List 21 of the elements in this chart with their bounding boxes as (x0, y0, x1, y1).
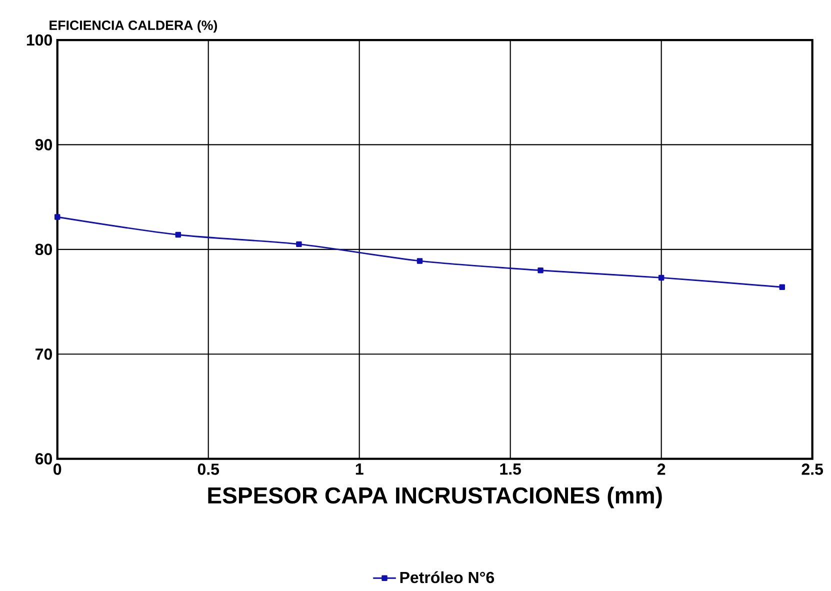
x-tick-label: 1.5 (500, 464, 522, 475)
point (296, 241, 302, 248)
point (658, 274, 664, 281)
y-tick-label: 70 (36, 348, 52, 360)
y-tick-label: 80 (35, 244, 52, 256)
y-tick-label: 60 (35, 453, 52, 465)
y-tick-label: 90 (35, 139, 52, 150)
point (538, 268, 544, 274)
legend-label: Petróleo N°6 (400, 571, 494, 584)
y-tick-label: 100 (26, 34, 52, 46)
x-tick-label: 1 (356, 464, 364, 475)
y-axis-title: EFICIENCIA CALDERA (%) (50, 20, 218, 33)
x-tick-label: 0.5 (198, 464, 220, 475)
x-tick-label: 0 (54, 464, 62, 475)
x-axis-title: ESPESOR CAPA INCRUSTACIONES (mm) (208, 486, 662, 508)
point (416, 258, 423, 264)
point (779, 284, 785, 290)
point (175, 232, 182, 238)
x-tick-label: 2 (657, 464, 666, 475)
point (54, 214, 60, 220)
x-tick-label: 2.5 (802, 464, 824, 475)
